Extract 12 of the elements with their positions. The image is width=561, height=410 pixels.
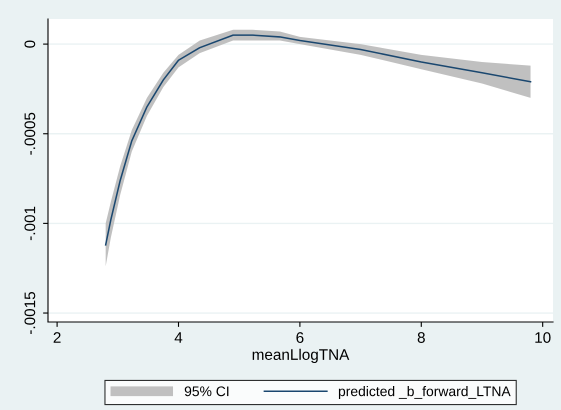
y-tick-label: -.001: [24, 206, 36, 240]
x-tick-label: 10: [535, 332, 551, 343]
legend-label: predicted _b_forward_LTNA: [338, 386, 511, 399]
text: 95% CI: [184, 386, 228, 396]
y-tick-label: -.0015: [24, 292, 36, 334]
y-tick-label: -.0005: [24, 112, 36, 155]
y-tick-label: 0: [24, 40, 36, 48]
x-tick-label: 8: [418, 332, 425, 343]
x-tick-label: 2: [54, 332, 61, 343]
x-tick-label: 4: [174, 332, 182, 343]
x-axis-title: meanLlogTNA: [252, 348, 350, 363]
x-tick-label: 6: [296, 332, 304, 343]
